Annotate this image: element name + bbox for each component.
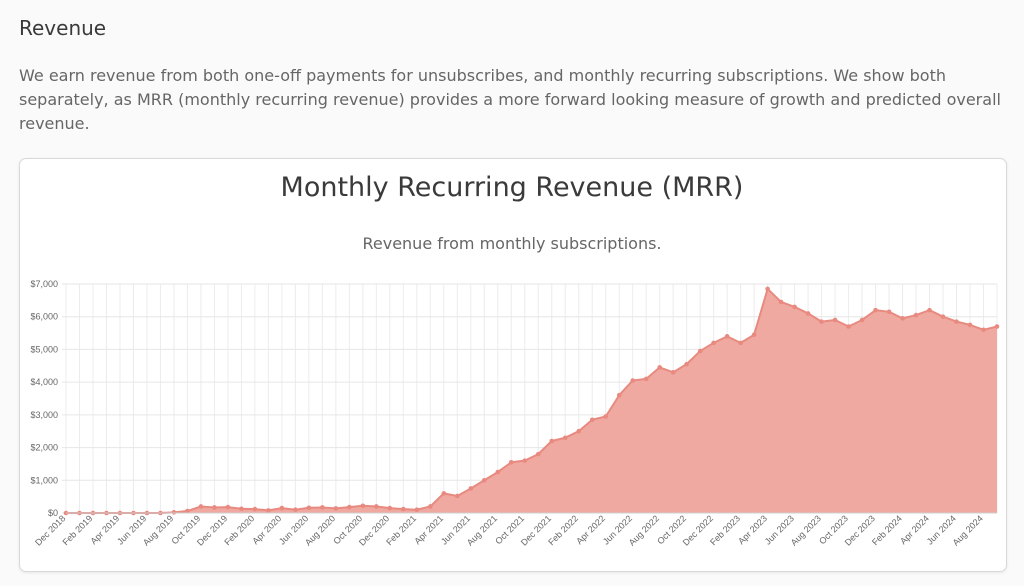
data-point [900, 316, 905, 321]
data-point [738, 340, 743, 346]
data-point [603, 414, 609, 419]
data-point [252, 506, 258, 512]
data-point [549, 438, 555, 444]
data-point [562, 435, 568, 441]
data-point [697, 348, 703, 354]
data-point [873, 307, 878, 313]
data-point [819, 319, 824, 324]
y-tick-label: $4,000 [30, 377, 58, 387]
data-point [185, 508, 190, 514]
section-description: We earn revenue from both one-off paymen… [19, 66, 1001, 133]
data-point [643, 376, 649, 382]
data-point [765, 286, 770, 292]
data-point [441, 491, 447, 496]
x-tick-label: Feb 2023 [708, 513, 742, 547]
section-title: Revenue [19, 16, 107, 40]
data-point [306, 505, 312, 511]
data-point [940, 314, 946, 320]
mrr-line [66, 287, 998, 514]
y-tick-label: $2,000 [30, 443, 58, 453]
data-point [212, 505, 217, 510]
data-point [805, 311, 811, 316]
data-point [994, 324, 1000, 329]
data-point [401, 506, 406, 512]
data-point [495, 469, 501, 475]
data-point [670, 370, 676, 375]
data-point [589, 417, 595, 423]
x-tick-label: Feb 2019 [60, 513, 94, 547]
data-point [967, 322, 973, 328]
data-point [414, 507, 420, 513]
data-point [751, 332, 757, 338]
data-point [724, 334, 730, 339]
chart-subtitle: Revenue from monthly subscriptions. [362, 234, 662, 253]
data-point [981, 327, 986, 333]
y-tick-label: $7,000 [30, 279, 58, 289]
y-tick-label: $0 [48, 508, 58, 518]
data-point [535, 451, 541, 457]
data-point [616, 392, 622, 398]
x-tick-label: Feb 2020 [222, 513, 256, 547]
data-point [927, 307, 932, 313]
data-point [508, 459, 514, 465]
data-point [239, 506, 244, 512]
y-tick-label: $3,000 [30, 410, 58, 420]
data-point [711, 340, 716, 346]
x-tick-label: Feb 2024 [870, 513, 904, 547]
data-point [279, 505, 285, 511]
data-point [468, 486, 474, 491]
data-point [684, 361, 689, 367]
y-tick-label: $5,000 [30, 344, 58, 354]
data-point [886, 309, 892, 315]
data-point [198, 504, 204, 509]
data-point [859, 317, 865, 323]
data-point [913, 312, 919, 318]
y-tick-label: $1,000 [30, 475, 58, 485]
data-point [333, 506, 339, 511]
data-point [954, 319, 959, 324]
data-point [374, 504, 379, 509]
data-point [576, 428, 582, 434]
data-point [630, 378, 635, 383]
x-tick-label: Feb 2021 [384, 513, 418, 547]
data-point [522, 458, 528, 463]
data-point [360, 503, 366, 509]
data-point [832, 317, 838, 323]
data-point [481, 477, 487, 483]
data-point [347, 504, 352, 510]
chart-title: Monthly Recurring Revenue (MRR) [280, 172, 744, 203]
data-point [657, 365, 662, 370]
mrr-area [66, 288, 997, 513]
data-point [266, 508, 271, 513]
data-point [171, 510, 177, 515]
data-point [293, 507, 298, 513]
x-tick-label: Feb 2022 [546, 513, 580, 547]
data-point [846, 324, 851, 329]
data-point [320, 505, 325, 510]
y-tick-label: $6,000 [30, 312, 58, 322]
data-point [225, 504, 231, 510]
data-point [792, 304, 797, 310]
data-point [428, 504, 433, 509]
data-point [387, 505, 393, 511]
data-point [778, 299, 784, 305]
data-point [454, 493, 460, 499]
